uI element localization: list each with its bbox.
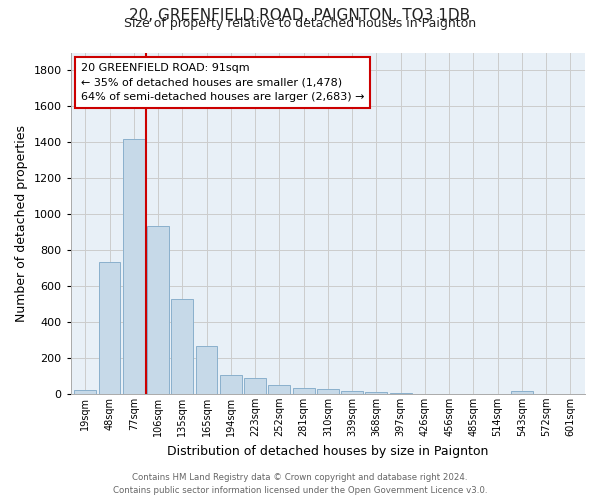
Bar: [293, 388, 314, 394]
Bar: [390, 393, 412, 394]
Bar: [74, 390, 96, 394]
Bar: [172, 298, 193, 394]
Bar: [341, 391, 363, 394]
Text: Size of property relative to detached houses in Paignton: Size of property relative to detached ho…: [124, 18, 476, 30]
Bar: [365, 392, 387, 394]
Bar: [220, 375, 242, 394]
Bar: [123, 138, 145, 394]
Text: 20, GREENFIELD ROAD, PAIGNTON, TQ3 1DB: 20, GREENFIELD ROAD, PAIGNTON, TQ3 1DB: [130, 8, 470, 22]
Y-axis label: Number of detached properties: Number of detached properties: [15, 124, 28, 322]
Bar: [147, 226, 169, 394]
Bar: [317, 390, 339, 394]
Text: Contains HM Land Registry data © Crown copyright and database right 2024.
Contai: Contains HM Land Registry data © Crown c…: [113, 474, 487, 495]
Bar: [196, 346, 217, 394]
Text: 20 GREENFIELD ROAD: 91sqm
← 35% of detached houses are smaller (1,478)
64% of se: 20 GREENFIELD ROAD: 91sqm ← 35% of detac…: [81, 62, 364, 102]
Bar: [268, 385, 290, 394]
Bar: [511, 391, 533, 394]
Bar: [244, 378, 266, 394]
Bar: [98, 262, 121, 394]
X-axis label: Distribution of detached houses by size in Paignton: Distribution of detached houses by size …: [167, 444, 488, 458]
